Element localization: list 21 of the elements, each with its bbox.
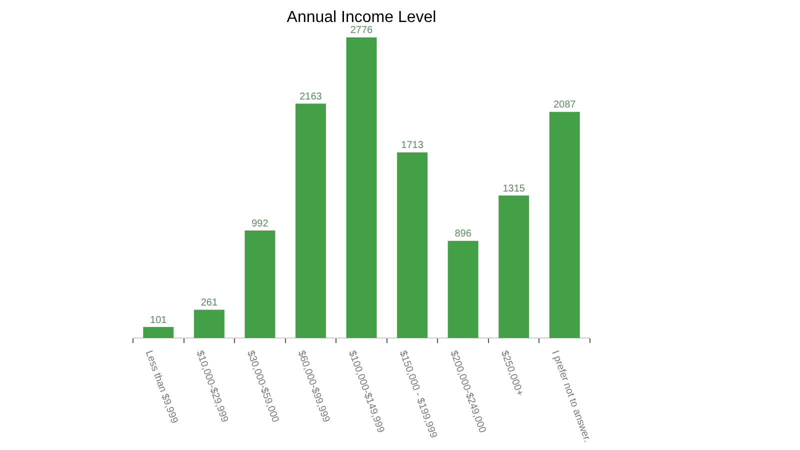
x-tick-label: I prefer not to answer. [549,349,593,444]
data-label: 101 [150,314,168,326]
bar [448,240,478,338]
bar [244,230,276,338]
data-label: 2163 [300,91,322,102]
data-label: 2087 [553,100,576,111]
data-label: 1315 [502,183,526,194]
data-label: 992 [252,218,269,230]
bar [397,152,428,338]
bar [346,37,377,338]
x-tick-label: Less than $9,999 [142,349,180,426]
chart-title: Annual Income Level [286,9,436,26]
bar [498,196,530,338]
data-label: 261 [200,297,218,308]
bar [295,104,326,338]
bar [549,112,580,338]
bar [143,327,174,338]
data-label: 2776 [350,24,374,36]
bar [194,310,224,338]
data-label: 1713 [401,140,424,152]
data-label: 896 [454,228,472,240]
